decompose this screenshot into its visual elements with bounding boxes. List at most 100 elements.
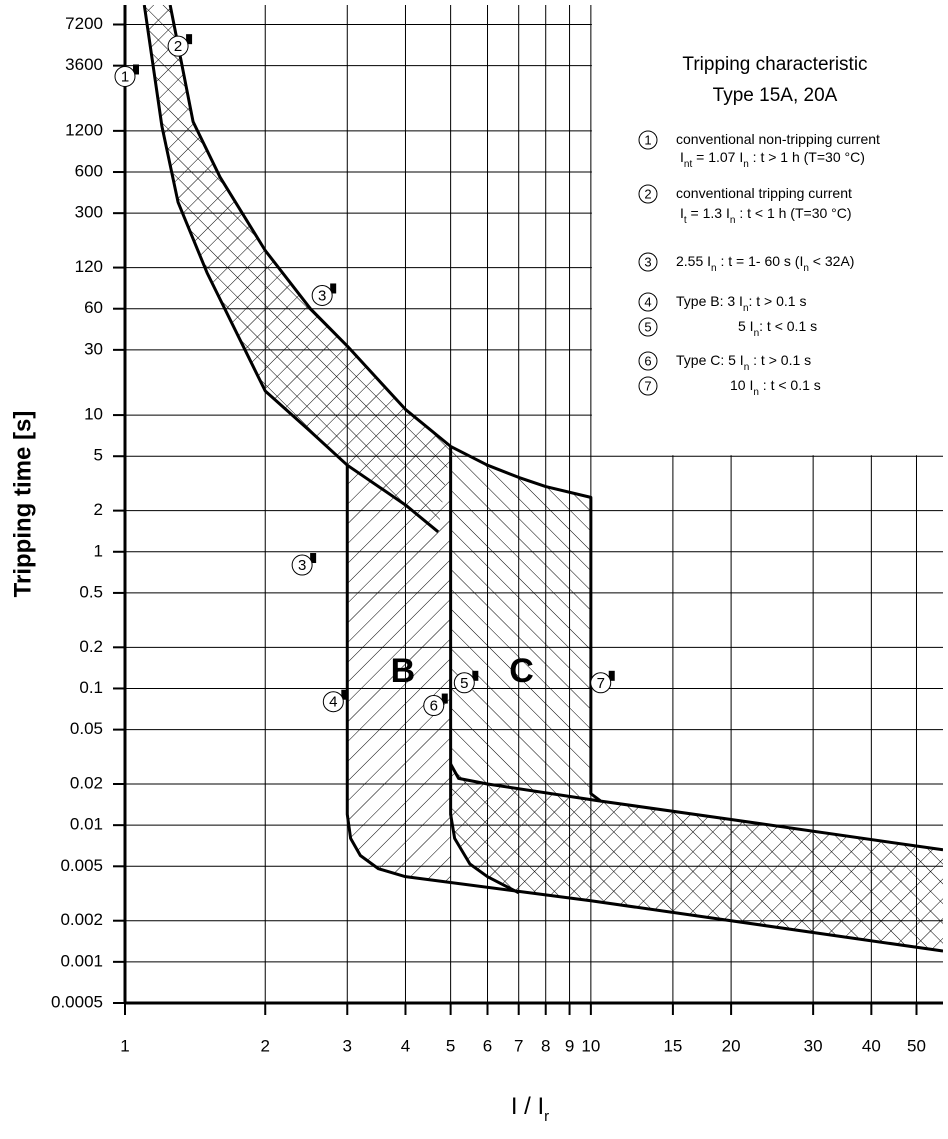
flag: [310, 553, 317, 564]
text-part: = 1.07 I: [692, 149, 743, 165]
annotations: 1 2 3 3 4 5 6 7 B C: [114, 34, 615, 717]
annotation-number: 3: [318, 287, 326, 304]
curve: [345, 465, 943, 953]
legend-text: Int = 1.07 In : t > 1 h (T=30 °C): [680, 149, 865, 170]
legend-number: 7: [644, 378, 651, 393]
annotation-marker: [590, 672, 612, 694]
y-tick-label: 0.2: [79, 637, 103, 656]
text-part: Type B: 3 I: [676, 293, 743, 309]
y-tick-label: 1: [94, 541, 103, 560]
annotation-marker: [311, 284, 333, 306]
text-part: : t > 0.1 s: [749, 293, 807, 309]
text-part: I: [680, 149, 684, 165]
legend-number: 1: [644, 132, 651, 147]
legend-text: 5 In: t < 0.1 s: [738, 318, 817, 339]
legend-number: 5: [644, 319, 651, 334]
x-tick-label: 50: [907, 1036, 926, 1055]
y-tick-label: 3600: [65, 55, 103, 74]
legend-text: 10 In : t < 0.1 s: [730, 377, 821, 398]
text-part: : t > 0.1 s: [749, 352, 811, 368]
text-part: : t < 0.1 s: [759, 318, 817, 334]
region-b: [347, 446, 451, 883]
subscript: nt: [684, 159, 693, 170]
region-label: C: [509, 652, 534, 690]
legend-text: conventional tripping current: [676, 185, 852, 201]
y-tick-label: 600: [75, 162, 103, 181]
y-tick-label: 60: [84, 298, 103, 317]
y-tick-label: 0.01: [70, 815, 103, 834]
legend-text: conventional non-tripping current: [676, 131, 880, 147]
region-label: B: [391, 652, 416, 690]
text-part: : t = 1- 60 s (I: [717, 253, 804, 269]
flag: [133, 64, 139, 75]
x-tick-label: 8: [541, 1036, 550, 1055]
legend-number: 2: [644, 186, 651, 201]
y-tick-label: 1200: [65, 120, 103, 139]
curve: [168, 5, 943, 852]
subscript: n: [743, 303, 749, 314]
curve: [142, 5, 440, 533]
text-part: : t < 1 h (T=30 °C): [735, 205, 851, 221]
legend-text: 2.55 In : t = 1- 60 s (In < 32A): [676, 253, 854, 274]
subscript: n: [743, 159, 749, 170]
annotation-number: 2: [174, 38, 182, 55]
annotation-marker: [114, 65, 136, 87]
flag: [441, 693, 448, 704]
annotation-marker: [453, 672, 475, 694]
y-tick-label: 5: [94, 446, 103, 465]
text-part: = 1.3 I: [687, 205, 730, 221]
x-tick-label: 30: [804, 1036, 823, 1055]
y-tick-label: 10: [84, 405, 103, 424]
text-part: < 32A): [809, 253, 855, 269]
legend-number: 6: [644, 353, 651, 368]
curves: [142, 5, 943, 953]
y-tick-label: 0.1: [79, 678, 103, 697]
legend: Tripping characteristic Type 15A, 20A 1 con…: [591, 5, 948, 456]
x-tick-label: 20: [722, 1036, 741, 1055]
text-part: 5 I: [738, 318, 754, 334]
annotation-number: 5: [460, 675, 468, 692]
subscript: n: [730, 215, 736, 226]
subscript: r: [544, 1108, 549, 1125]
x-tick-label: 10: [581, 1036, 600, 1055]
legend-marker: [638, 317, 658, 337]
x-tick-label: 1: [120, 1036, 129, 1055]
legend-marker: [638, 252, 658, 272]
subscript: t: [684, 215, 687, 226]
y-tick-label: 0.02: [70, 773, 103, 792]
chart-title: Tripping characteristic: [682, 54, 867, 75]
text-part: conventional non-tripping current: [676, 131, 880, 147]
axes: 7200360012006003001206030105210.50.20.10…: [51, 5, 943, 1125]
x-tick-label: 9: [565, 1036, 574, 1055]
legend-text: Type B: 3 In: t > 0.1 s: [676, 293, 806, 314]
subscript: n: [753, 387, 759, 398]
text-part: 2.55 I: [676, 253, 711, 269]
flag: [608, 670, 615, 681]
legend-marker: [638, 351, 658, 371]
flag: [330, 283, 337, 294]
legend-marker: [638, 292, 658, 312]
text-part: I: [680, 205, 684, 221]
legend-number: 4: [644, 294, 651, 309]
y-tick-label: 300: [75, 203, 103, 222]
label-part: I / I: [511, 1093, 544, 1120]
x-tick-label: 4: [401, 1036, 410, 1055]
y-tick-label: 30: [84, 339, 103, 358]
annotation-number: 3: [298, 557, 306, 574]
magnetic-band: [450, 764, 943, 952]
text-part: : t > 1 h (T=30 °C): [749, 149, 865, 165]
legend-marker: [638, 376, 658, 396]
x-tick-label: 5: [446, 1036, 455, 1055]
annotation-number: 6: [430, 698, 438, 715]
subscript: n: [754, 328, 760, 339]
text-part: conventional tripping current: [676, 185, 852, 201]
chart-title: Type 15A, 20A: [713, 85, 838, 106]
y-tick-label: 0.001: [60, 951, 103, 970]
annotation-marker: [167, 35, 189, 57]
subscript: n: [803, 263, 809, 274]
annotation-number: 1: [121, 68, 129, 85]
subscript: n: [711, 263, 717, 274]
subscript: n: [744, 362, 750, 373]
hatched-regions: [144, 5, 943, 952]
y-tick-label: 0.002: [60, 910, 103, 929]
